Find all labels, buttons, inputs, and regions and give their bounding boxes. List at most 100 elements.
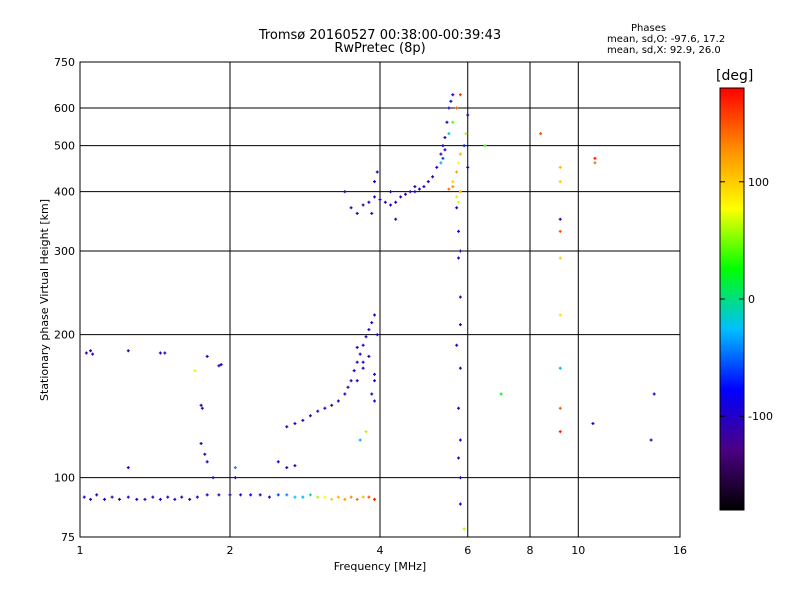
data-point bbox=[301, 495, 305, 499]
data-point bbox=[364, 430, 368, 434]
data-point bbox=[361, 203, 365, 207]
y-tick-labels: 75 100 200 300 400 500 600 750 bbox=[54, 56, 75, 544]
x-tick-label: 1 bbox=[77, 544, 84, 557]
data-point bbox=[455, 343, 459, 347]
data-point bbox=[316, 495, 320, 499]
data-point bbox=[361, 343, 365, 347]
y-tick-label: 300 bbox=[54, 245, 75, 258]
data-point bbox=[558, 430, 562, 434]
data-point bbox=[417, 187, 421, 191]
x-tick-label: 10 bbox=[571, 544, 585, 557]
data-point bbox=[355, 345, 359, 349]
data-point bbox=[378, 198, 382, 202]
data-point bbox=[539, 132, 543, 136]
y-tick-label: 600 bbox=[54, 102, 75, 115]
data-point bbox=[293, 495, 297, 499]
data-point bbox=[431, 175, 435, 179]
data-point bbox=[451, 180, 455, 184]
x-tick-labels: 1 2 4 6 8 10 16 bbox=[77, 544, 688, 557]
data-point bbox=[375, 170, 379, 174]
data-point bbox=[370, 392, 374, 396]
data-point bbox=[458, 502, 462, 506]
data-point bbox=[373, 180, 377, 184]
data-point bbox=[343, 392, 347, 396]
data-point bbox=[285, 466, 289, 470]
data-point bbox=[458, 249, 462, 253]
data-point bbox=[355, 211, 359, 215]
data-point bbox=[173, 497, 177, 501]
data-point bbox=[413, 185, 417, 189]
data-point bbox=[367, 328, 371, 332]
data-point bbox=[483, 144, 487, 148]
data-point bbox=[166, 495, 170, 499]
data-point bbox=[82, 495, 86, 499]
data-point bbox=[413, 190, 417, 194]
data-point bbox=[293, 422, 297, 426]
data-point bbox=[195, 495, 199, 499]
data-point bbox=[89, 497, 93, 501]
data-point bbox=[349, 495, 353, 499]
data-point bbox=[455, 195, 459, 199]
data-point bbox=[593, 156, 597, 160]
data-point bbox=[188, 497, 192, 501]
data-points bbox=[82, 93, 656, 531]
data-point bbox=[439, 161, 443, 165]
colorbar-tick-label: 100 bbox=[748, 176, 769, 189]
data-point bbox=[346, 385, 350, 389]
data-point bbox=[451, 120, 455, 124]
data-point bbox=[205, 354, 209, 358]
data-point bbox=[205, 493, 209, 497]
data-point bbox=[457, 229, 461, 233]
x-tick-label: 6 bbox=[464, 544, 471, 557]
y-tick-label: 750 bbox=[54, 56, 75, 69]
data-point bbox=[458, 152, 462, 156]
x-tick-label: 8 bbox=[527, 544, 534, 557]
data-point bbox=[457, 456, 461, 460]
phases-o-mode: mean, sd,O: -97.6, 17.2 bbox=[607, 34, 726, 45]
data-point bbox=[408, 190, 412, 194]
data-point bbox=[355, 379, 359, 383]
data-point bbox=[84, 351, 88, 355]
data-point bbox=[373, 399, 377, 403]
data-point bbox=[336, 399, 340, 403]
data-point bbox=[199, 442, 203, 446]
y-tick-label: 200 bbox=[54, 329, 75, 342]
data-point bbox=[443, 148, 447, 152]
data-point bbox=[367, 200, 371, 204]
data-point bbox=[158, 351, 162, 355]
data-point bbox=[117, 497, 121, 501]
data-point bbox=[199, 403, 203, 407]
data-point bbox=[449, 99, 453, 103]
data-point bbox=[445, 120, 449, 124]
data-point bbox=[458, 438, 462, 442]
data-point bbox=[394, 200, 398, 204]
data-point bbox=[336, 495, 340, 499]
data-point bbox=[358, 352, 362, 356]
data-point bbox=[458, 366, 462, 370]
data-point bbox=[364, 335, 368, 339]
data-point bbox=[558, 366, 562, 370]
data-point bbox=[441, 144, 445, 148]
data-point bbox=[308, 414, 312, 418]
data-point bbox=[399, 195, 403, 199]
phases-title: Phases bbox=[631, 23, 667, 34]
data-point bbox=[330, 497, 334, 501]
data-point bbox=[276, 460, 280, 464]
phases-x-mode: mean, sd,X: 92.9, 26.0 bbox=[607, 45, 721, 56]
data-point bbox=[394, 217, 398, 221]
data-point bbox=[558, 229, 562, 233]
data-point bbox=[558, 217, 562, 221]
data-point bbox=[593, 161, 597, 165]
data-point bbox=[441, 156, 445, 160]
data-point bbox=[352, 369, 356, 373]
data-point bbox=[239, 493, 243, 497]
data-point bbox=[455, 106, 459, 110]
data-point bbox=[403, 192, 407, 196]
data-point bbox=[457, 406, 461, 410]
data-point bbox=[211, 476, 215, 480]
data-point bbox=[458, 295, 462, 299]
data-point bbox=[464, 132, 468, 136]
data-point bbox=[233, 476, 237, 480]
data-point bbox=[389, 203, 393, 207]
